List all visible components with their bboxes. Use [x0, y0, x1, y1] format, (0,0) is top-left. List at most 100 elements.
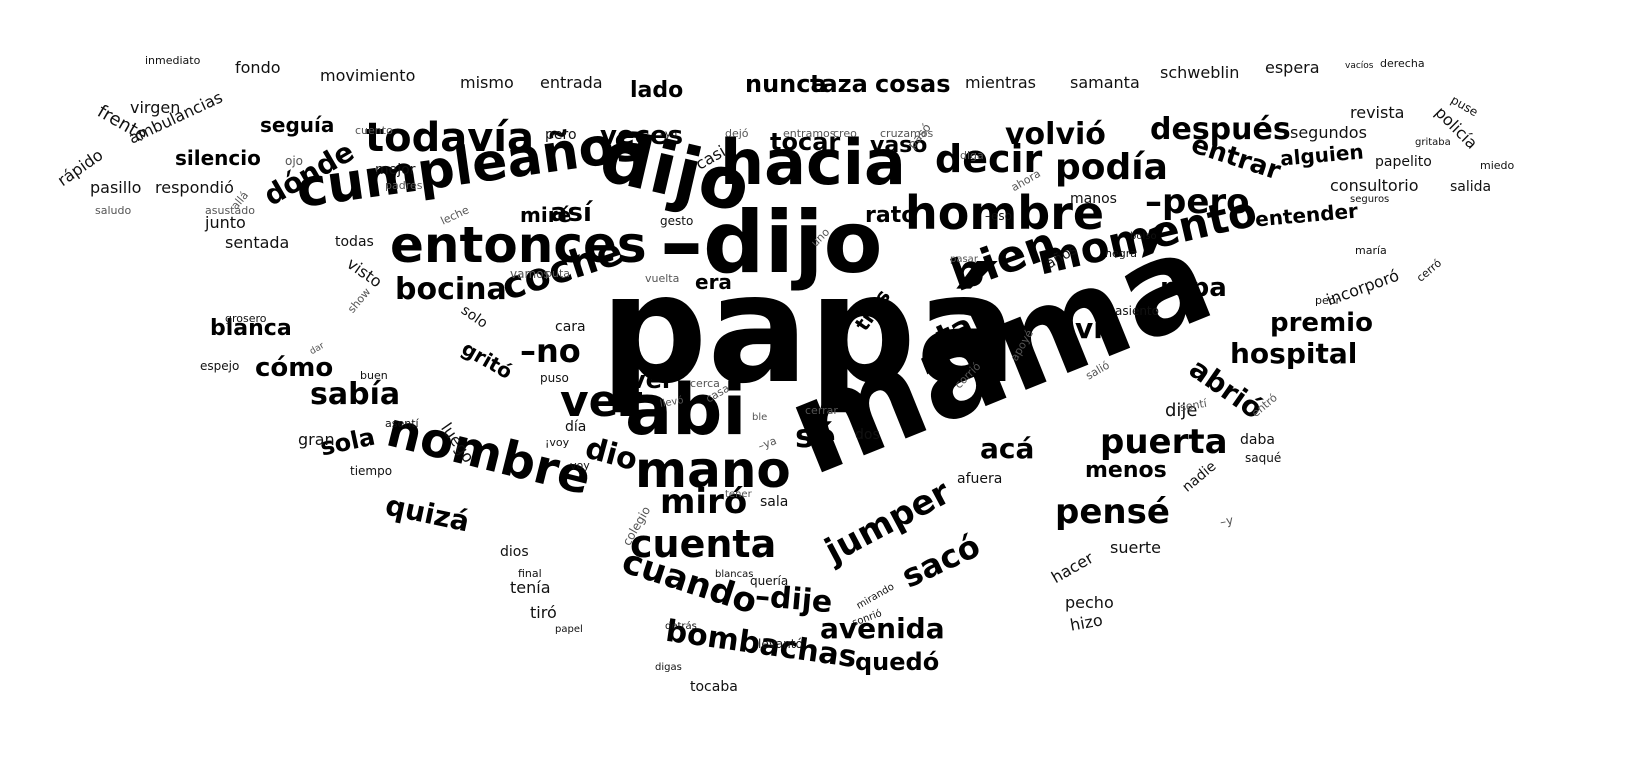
- cloud-word: samanta: [1070, 73, 1140, 92]
- cloud-word: tocaba: [690, 679, 738, 695]
- cloud-word: tocar: [770, 128, 841, 156]
- cloud-word: voy: [570, 459, 590, 472]
- cloud-word: tener: [725, 489, 752, 500]
- cloud-word: veces: [600, 121, 684, 151]
- cloud-word: seguía: [260, 113, 335, 137]
- cloud-word: –y: [1218, 512, 1235, 530]
- cloud-word: ropa: [1160, 273, 1227, 303]
- cloud-word: gran: [298, 430, 335, 449]
- cloud-word: tenía: [510, 578, 551, 597]
- cloud-word: quería: [750, 574, 789, 588]
- cloud-word: rato: [865, 203, 917, 228]
- cloud-word: papá: [600, 243, 1018, 417]
- cloud-word: espejo: [200, 359, 240, 373]
- cloud-word: ¡voy: [545, 436, 570, 449]
- cloud-word: sé: [795, 417, 836, 455]
- cloud-word: fondo: [235, 58, 281, 77]
- cloud-word: ble: [752, 412, 768, 423]
- cloud-word: peor: [1315, 294, 1341, 307]
- cloud-word: respondió: [155, 178, 234, 197]
- cloud-word: miró: [660, 482, 748, 522]
- cloud-word: papelito: [1375, 154, 1432, 170]
- cloud-word: –yo: [660, 129, 678, 140]
- cloud-word: solo: [457, 302, 491, 332]
- cloud-word: entonces: [390, 216, 647, 274]
- cloud-word: detrás: [665, 621, 697, 632]
- cloud-word: cerrar: [805, 404, 838, 417]
- cloud-word: –no: [520, 332, 581, 370]
- cloud-word: –eso: [985, 209, 1012, 223]
- cloud-word: padres: [385, 179, 423, 192]
- cloud-word: hospital: [1230, 337, 1358, 370]
- cloud-word: cruzamos: [880, 127, 934, 140]
- cloud-word: show: [345, 285, 374, 316]
- cloud-word: sentada: [225, 233, 290, 252]
- cloud-word: maría: [1355, 244, 1387, 257]
- cloud-word: dije: [1165, 400, 1198, 421]
- cloud-word: pero: [545, 127, 577, 143]
- cloud-word: entrada: [540, 73, 603, 92]
- cloud-word: entender: [1254, 198, 1359, 232]
- cloud-word: todavía: [365, 115, 535, 161]
- cloud-word: consultorio: [1330, 176, 1419, 195]
- cloud-word: asentí: [385, 417, 419, 430]
- cloud-word: cuento: [355, 124, 393, 137]
- cloud-word: sentí: [1179, 396, 1208, 415]
- cloud-word: seguros: [1350, 194, 1390, 205]
- cloud-word: así: [550, 198, 592, 228]
- cloud-word: blanca: [210, 316, 292, 341]
- cloud-word: grosero: [225, 312, 267, 325]
- cloud-word: vacíos: [1345, 61, 1374, 71]
- cloud-word: bolso: [1130, 231, 1157, 242]
- cloud-word: buen: [360, 369, 388, 382]
- cloud-word: dios: [500, 544, 529, 560]
- cloud-word: mano: [635, 441, 791, 499]
- cloud-word: día: [565, 419, 587, 435]
- cloud-word: todas: [335, 234, 374, 250]
- cloud-word: cuenta: [630, 522, 777, 566]
- cloud-word: derecha: [1380, 57, 1425, 70]
- cloud-word: vio: [1075, 312, 1123, 345]
- cloud-word: revista: [1350, 103, 1405, 122]
- cloud-word: papel: [555, 624, 583, 635]
- cloud-word: cómo: [255, 353, 334, 383]
- cloud-word: creo: [833, 127, 857, 140]
- cloud-word: miré: [520, 203, 572, 227]
- cloud-word: negra: [1105, 247, 1137, 260]
- cloud-word: tiempo: [350, 464, 393, 478]
- cloud-word: hombre: [905, 186, 1105, 240]
- cloud-word: volvió: [1005, 117, 1106, 152]
- cloud-word: puta: [545, 267, 571, 280]
- cloud-word: vamos: [510, 267, 550, 281]
- cloud-word: quedó: [855, 648, 940, 676]
- cloud-word: después: [1150, 112, 1291, 147]
- cloud-word: pecho: [1065, 593, 1114, 612]
- cloud-word: mirando: [854, 581, 897, 612]
- cloud-word: –pero: [1145, 182, 1250, 222]
- cloud-word: gritaba: [1415, 137, 1451, 148]
- cloud-word: salida: [1450, 179, 1492, 195]
- cloud-word: vuelta: [645, 272, 680, 285]
- cloud-word: schweblin: [1160, 63, 1240, 82]
- cloud-word: digas: [655, 662, 682, 673]
- cloud-word: miedo: [1480, 159, 1515, 172]
- cloud-word: pensé: [1055, 492, 1170, 532]
- cloud-word: pasar: [950, 254, 978, 265]
- cloud-word: hacia: [720, 126, 906, 199]
- cloud-word: tiró: [530, 603, 557, 622]
- cloud-word: nadie: [1179, 458, 1220, 496]
- cloud-word: menos: [1085, 458, 1167, 483]
- cloud-word: blancas: [715, 569, 754, 580]
- cloud-word: gesto: [660, 214, 694, 228]
- cloud-word: movimiento: [320, 66, 416, 85]
- cloud-word: saqué: [1245, 451, 1282, 465]
- cloud-word: dejó: [725, 127, 749, 140]
- cloud-word: decir: [935, 137, 1043, 181]
- cloud-word: mientras: [965, 73, 1037, 92]
- cloud-word: inmediato: [145, 54, 201, 67]
- cloud-word: saludo: [95, 204, 132, 217]
- cloud-word: segundos: [1290, 123, 1367, 142]
- cloud-word: puso: [540, 371, 569, 385]
- cloud-word: alguien: [1279, 139, 1365, 171]
